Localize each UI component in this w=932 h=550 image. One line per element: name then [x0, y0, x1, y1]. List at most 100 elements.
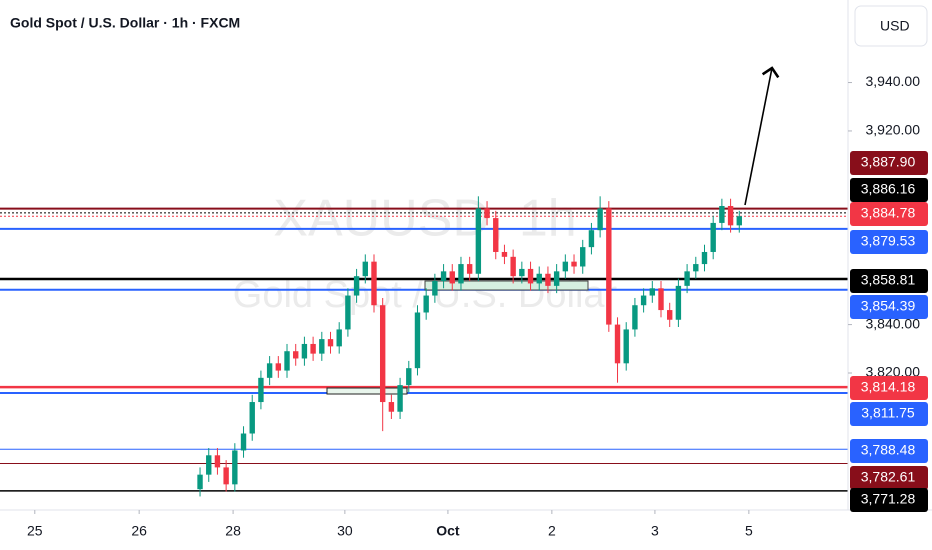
candle-body [336, 329, 342, 347]
watermark: XAUUSD, 1h Gold Spot / U.S. Dollar [233, 190, 618, 316]
price-label: 3,788.48 [861, 442, 916, 458]
candle-body [632, 305, 638, 330]
candle-body [597, 208, 603, 231]
price-label: 3,811.75 [861, 405, 915, 421]
price-label: 3,884.78 [861, 205, 916, 221]
currency-button[interactable] [854, 5, 928, 47]
candle-body [501, 251, 508, 257]
price-label-box [850, 295, 928, 319]
candle-body [667, 310, 673, 320]
candle-body [379, 305, 386, 403]
y-tick-label: 3,940.00 [866, 73, 921, 89]
candle-body [371, 261, 377, 306]
candle-body [414, 312, 421, 369]
candle-body [258, 377, 264, 403]
price-label-box [850, 202, 928, 226]
x-tick-label: 25 [27, 523, 43, 539]
candle-body [701, 251, 708, 265]
candle-body [284, 351, 290, 371]
candle-body [519, 268, 525, 277]
price-label: 3,858.81 [861, 272, 916, 288]
watermark-symbol: XAUUSD, 1h [273, 190, 576, 248]
y-tick-label: 3,840.00 [866, 315, 921, 331]
candle-body [345, 295, 351, 330]
x-tick-label: 5 [745, 523, 753, 539]
x-tick-label: 28 [225, 523, 241, 539]
candle-body [475, 208, 482, 274]
price-label-box [850, 488, 928, 512]
candle-body [275, 363, 282, 371]
candle-body [536, 273, 542, 284]
candle-body [484, 208, 490, 219]
candle-body [684, 271, 690, 286]
candle-body [240, 433, 247, 451]
candle-body [675, 285, 682, 320]
candle-body [206, 455, 212, 475]
price-label-box [850, 376, 928, 400]
candle-body [562, 261, 569, 272]
price-label-box [850, 439, 928, 463]
price-label: 3,782.61 [861, 469, 916, 485]
candle-body [727, 205, 734, 226]
price-label: 3,879.53 [861, 233, 916, 249]
x-tick-label: 30 [337, 523, 353, 539]
candle-body [440, 271, 447, 282]
candle-body [423, 295, 429, 313]
candle-body [310, 343, 316, 354]
candle-body [388, 402, 395, 412]
candle-body [266, 363, 273, 378]
candle-body [588, 230, 595, 248]
candle-body [510, 256, 516, 277]
candle-body [319, 339, 325, 354]
candle-body [623, 329, 629, 364]
candle-body [719, 205, 725, 223]
candle-body [553, 271, 560, 286]
candle-body [571, 261, 577, 267]
candle-body [527, 268, 534, 284]
candle-body [353, 276, 360, 296]
candle-body [214, 455, 221, 468]
candle-body [249, 402, 255, 434]
candle-body [458, 264, 464, 284]
candle-body [293, 351, 299, 359]
price-label: 3,887.90 [861, 154, 916, 170]
price-label-box [850, 269, 928, 293]
chart-title: Gold Spot / U.S. Dollar · 1h · FXCM [10, 15, 240, 31]
x-tick-label: Oct [436, 523, 460, 539]
arrow [744, 66, 780, 206]
candle-body [640, 295, 647, 306]
candle-body [397, 385, 403, 412]
candle-body [606, 208, 612, 325]
candle-body [449, 271, 455, 284]
x-tick-label: 26 [131, 523, 147, 539]
price-label: 3,886.16 [861, 181, 916, 197]
candle-body [432, 281, 438, 296]
price-label-box [850, 402, 928, 426]
candle-body [197, 474, 203, 490]
candle-body [693, 264, 699, 272]
price-label-box [850, 151, 928, 175]
currency-label[interactable]: USD [880, 18, 910, 34]
candle-body [580, 247, 586, 267]
zone-box [424, 280, 589, 291]
candle-body [301, 343, 308, 359]
x-tick-label: 3 [651, 523, 659, 539]
price-label-box [850, 466, 928, 490]
candle-body [649, 288, 656, 296]
candle-body [223, 467, 229, 485]
candle-body [466, 264, 473, 274]
candle-body [614, 324, 621, 364]
price-label: 3,814.18 [861, 379, 916, 395]
y-tick-label: 3,820.00 [866, 364, 921, 380]
price-label: 3,854.39 [861, 298, 916, 314]
price-label-box [850, 178, 928, 202]
candle-body [658, 288, 664, 311]
candle-body [406, 368, 412, 386]
y-tick-label: 3,920.00 [866, 122, 921, 138]
price-label: 3,771.28 [861, 491, 916, 507]
candle-body [736, 216, 742, 226]
x-tick-label: 2 [548, 523, 556, 539]
candle-body [493, 218, 499, 252]
